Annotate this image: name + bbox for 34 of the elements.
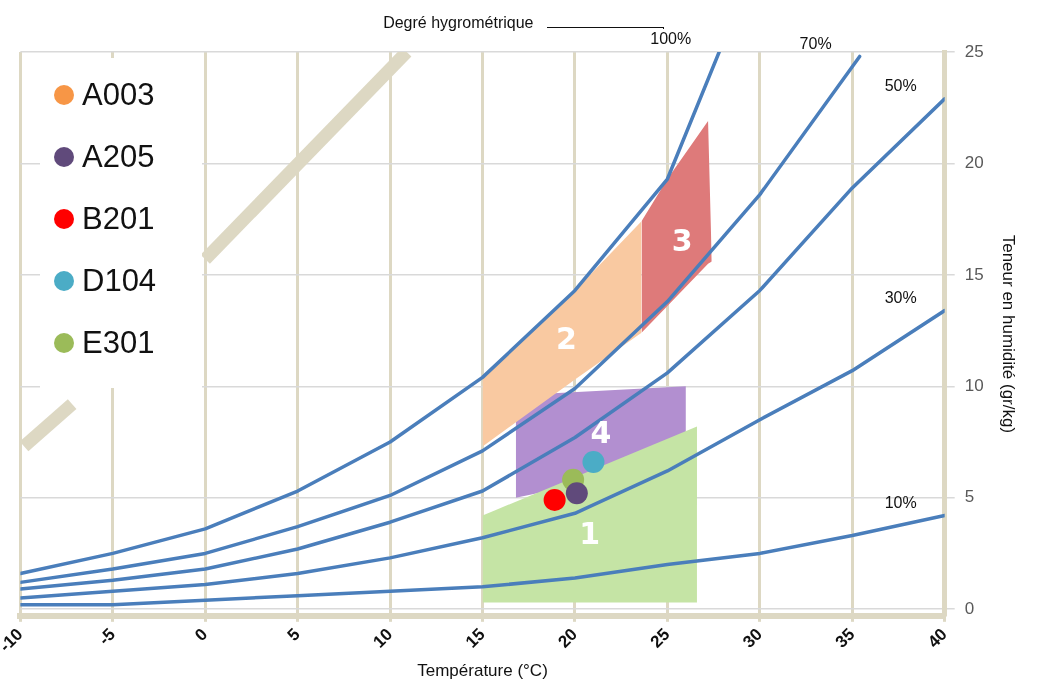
y-tick-label: 25 bbox=[964, 41, 984, 61]
series-label: 70% bbox=[799, 34, 832, 52]
annotation: 3 bbox=[671, 223, 693, 259]
x-tick-label: 30 bbox=[739, 624, 766, 652]
y-tick-label: 0 bbox=[964, 598, 975, 618]
legend-label: E301 bbox=[82, 325, 155, 361]
legend-label: A003 bbox=[82, 77, 155, 113]
annotation: 1 bbox=[579, 516, 601, 552]
annotation: 2 bbox=[555, 321, 577, 357]
y-axis-title: Teneur en humidité (gr/kg) bbox=[999, 234, 1019, 434]
legend-label: D104 bbox=[82, 263, 157, 299]
series-label: 30% bbox=[884, 288, 917, 306]
y-tick-label: 15 bbox=[964, 264, 984, 284]
y-tick-label: 10 bbox=[964, 375, 984, 395]
series-label: 10% bbox=[884, 493, 917, 511]
series-label: 50% bbox=[884, 77, 917, 95]
legend-label: B201 bbox=[82, 201, 155, 237]
x-tick-label: 10 bbox=[369, 624, 397, 652]
x-tick-label: 35 bbox=[831, 624, 859, 652]
x-axis-title: Température (°C) bbox=[417, 661, 548, 681]
series-label: 100% bbox=[650, 30, 692, 48]
x-tick-label: 40 bbox=[924, 624, 951, 652]
legend-label: A205 bbox=[82, 139, 155, 175]
x-tick-label: 15 bbox=[461, 624, 489, 652]
x-tick-label: -5 bbox=[94, 624, 119, 649]
x-tick-label: 0 bbox=[191, 624, 212, 645]
x-tick-label: -10 bbox=[0, 624, 27, 656]
y-tick-label: 5 bbox=[964, 487, 975, 507]
x-tick-label: 20 bbox=[554, 624, 582, 652]
legend-title: Degré hygrométrique bbox=[383, 14, 534, 32]
x-tick-label: 5 bbox=[283, 624, 304, 645]
y-tick-label: 20 bbox=[964, 153, 984, 173]
annotation: 4 bbox=[590, 415, 612, 451]
x-tick-label: 25 bbox=[646, 624, 674, 652]
